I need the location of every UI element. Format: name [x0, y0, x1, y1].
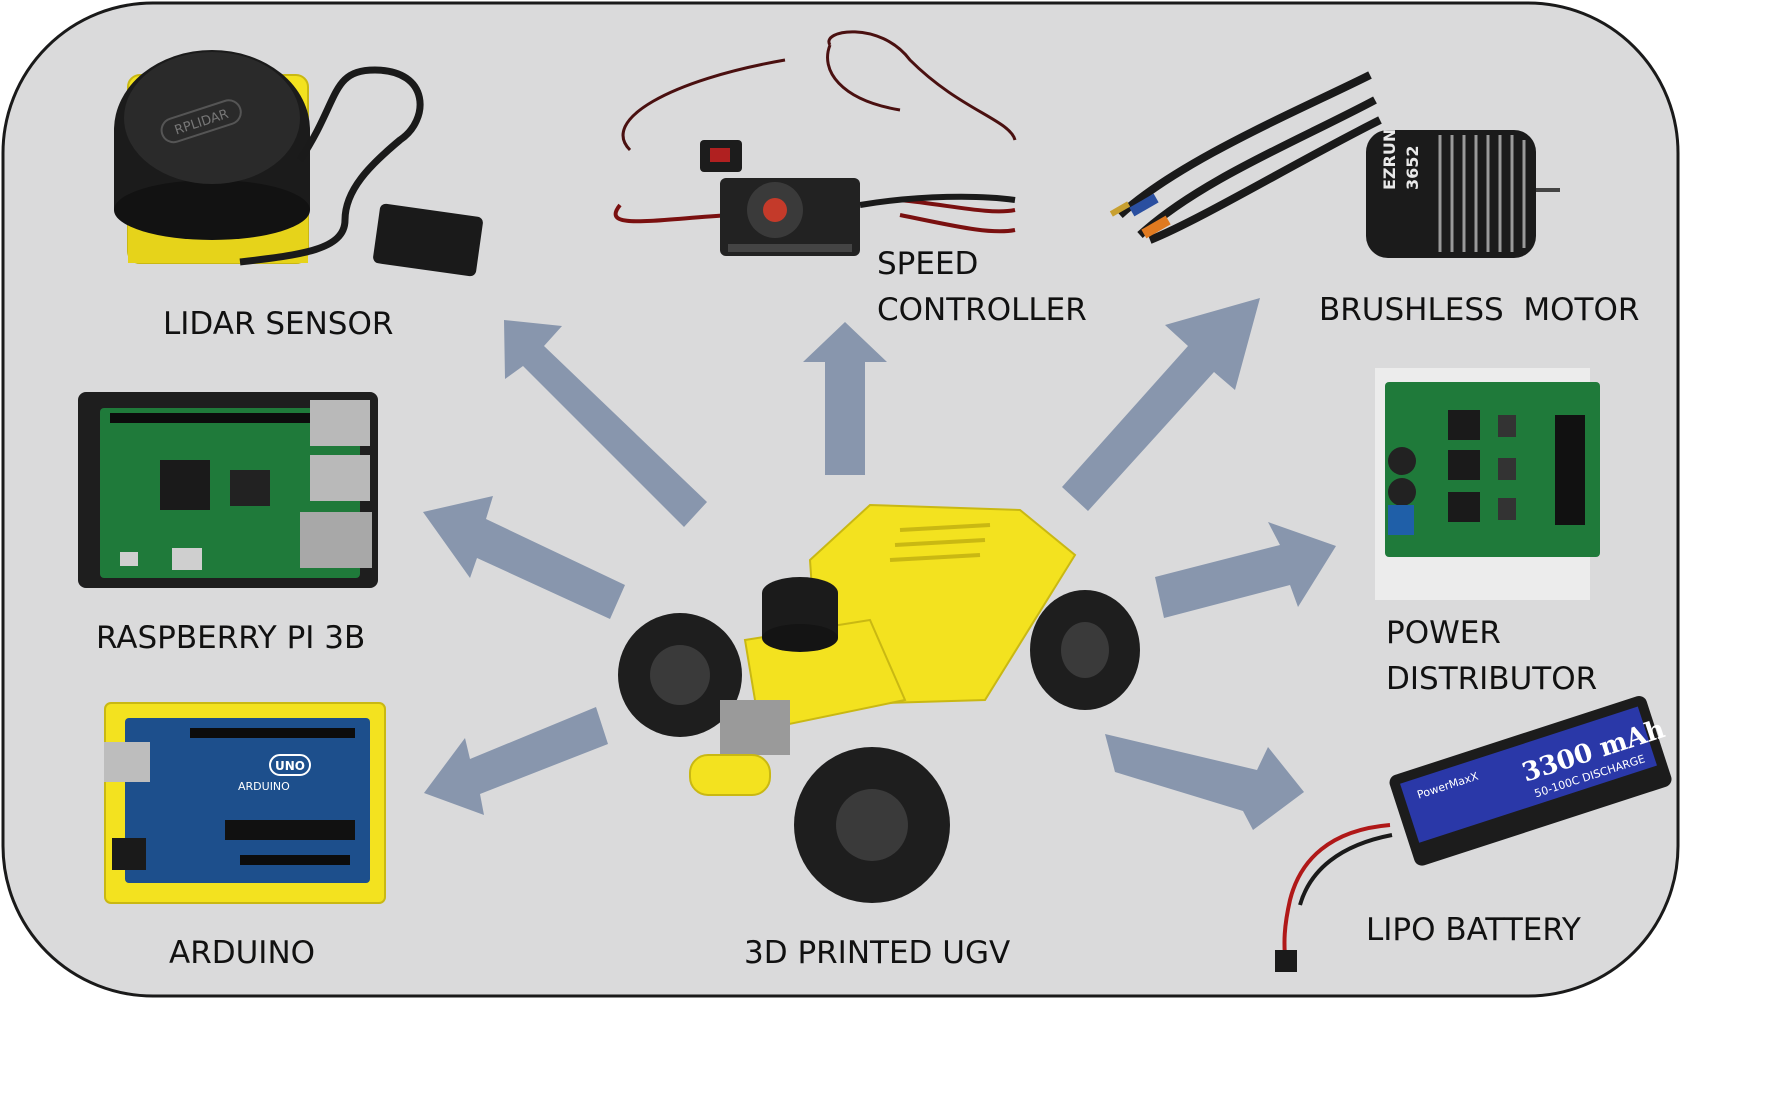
- brushless-motor-image: EZRUN 3652: [1109, 71, 1560, 258]
- speed-controller-image: [613, 30, 1017, 256]
- arrow-to-power: [1155, 522, 1336, 618]
- label-center-ugv: 3D PRINTED UGV: [744, 935, 1010, 971]
- arrow-to-motor: [1062, 298, 1260, 511]
- arrow-to-lidar: [504, 320, 707, 527]
- label-esc-line2: CONTROLLER: [877, 292, 1087, 328]
- label-arduino: ARDUINO: [169, 935, 315, 971]
- label-power-line1: POWER: [1386, 615, 1501, 651]
- motor-brand-marking: EZRUN: [1380, 129, 1399, 190]
- arduino-image: ARDUINO UNO: [104, 702, 386, 904]
- raspberry-pi-image: [78, 392, 378, 588]
- motor-model-marking: 3652: [1403, 145, 1422, 190]
- ugv-image: [618, 503, 1140, 903]
- label-motor: BRUSHLESS MOTOR: [1319, 292, 1639, 328]
- arrow-to-rpi: [423, 496, 625, 619]
- arduino-model-marking: UNO: [275, 759, 305, 773]
- arduino-brand-marking: ARDUINO: [238, 780, 290, 793]
- arrow-to-battery: [1105, 734, 1304, 830]
- power-distributor-image: [1375, 368, 1600, 600]
- label-lidar: LIDAR SENSOR: [163, 306, 393, 342]
- label-esc-line1: SPEED: [877, 246, 978, 282]
- lipo-battery-image: PowerMaxX 3300 mAh 50-100C DISCHARGE: [1275, 696, 1672, 972]
- arrows: [423, 298, 1336, 830]
- arrow-to-esc: [803, 322, 887, 475]
- label-battery: LIPO BATTERY: [1366, 912, 1581, 948]
- arrow-to-arduino: [424, 707, 608, 815]
- label-power-line2: DISTRIBUTOR: [1386, 661, 1597, 697]
- label-rpi: RASPBERRY PI 3B: [96, 620, 365, 656]
- lidar-sensor-image: RPLIDAR: [114, 50, 483, 277]
